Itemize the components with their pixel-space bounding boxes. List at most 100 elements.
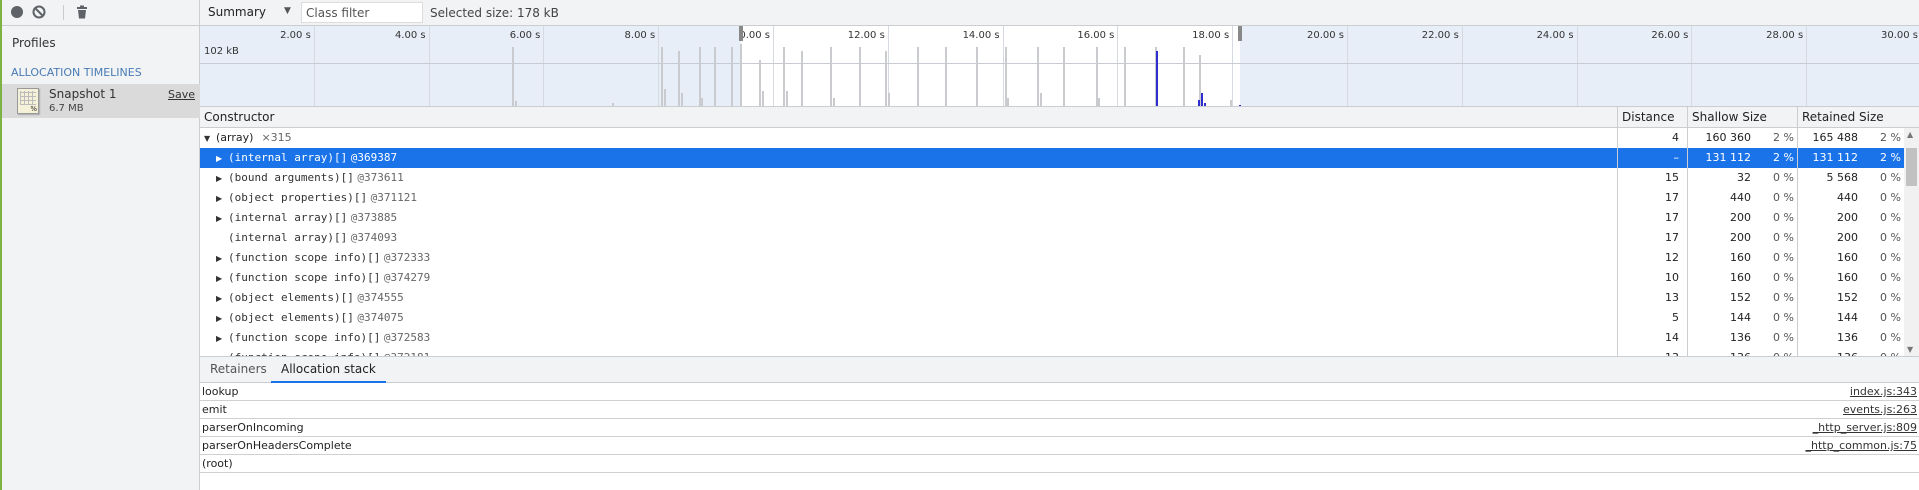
col-shallow-size[interactable]: Shallow Size — [1687, 107, 1797, 127]
expand-triangle-icon[interactable]: ▶ — [216, 174, 223, 183]
retained-pct: 2 % — [1880, 151, 1901, 164]
table-row[interactable]: ▶ (internal array)[] @373885 17 200 0 % 20… — [200, 208, 1919, 228]
tick-label: 28.00 s — [1766, 30, 1804, 41]
retained-size: 200 — [1837, 231, 1858, 244]
expand-triangle-icon[interactable]: ▶ — [216, 334, 223, 343]
allocation-bar — [916, 46, 919, 106]
scrollbar-thumb[interactable] — [1906, 148, 1917, 186]
grid-line — [1691, 26, 1693, 106]
shallow-pct: 0 % — [1773, 331, 1794, 344]
expanded-triangle-icon[interactable]: ▼ — [204, 134, 211, 143]
expand-triangle-icon[interactable]: ▶ — [216, 349, 228, 356]
retained-pct: 0 % — [1880, 211, 1901, 224]
col-retained-size[interactable]: Retained Size — [1797, 107, 1904, 127]
class-filter-input[interactable] — [301, 2, 423, 23]
allocation-bar — [1039, 93, 1042, 106]
table-row[interactable]: (internal array)[] @374093 17 200 0 % 200… — [200, 228, 1919, 248]
allocation-bar — [1199, 55, 1202, 106]
table-row[interactable]: ▶ (object properties)[] @371121 17 440 0 %… — [200, 188, 1919, 208]
record-icon[interactable] — [10, 5, 24, 19]
retained-pct: 0 % — [1880, 291, 1901, 304]
allocation-bar — [677, 51, 680, 106]
object-id: @372333 — [383, 251, 431, 264]
table-row[interactable]: ▶ (object elements)[] @374555 13 152 0 % 1… — [200, 288, 1919, 308]
toolbar: Summary ▼ Selected size: 178 kB — [200, 0, 1919, 26]
clear-icon[interactable] — [32, 5, 46, 19]
group-row[interactable]: ▼ (array) ×315 4 160 360 2 % 165 488 2 % — [200, 128, 1919, 148]
allocation-bar — [663, 89, 666, 106]
tab-allocation-stack[interactable]: Allocation stack — [271, 357, 386, 383]
col-distance[interactable]: Distance — [1617, 107, 1687, 127]
expand-triangle-icon[interactable]: ▶ — [216, 214, 223, 223]
source-link[interactable]: index.js:343 — [1849, 385, 1917, 398]
retained-pct: 0 % — [1880, 231, 1901, 244]
expand-triangle-icon[interactable]: ▶ — [216, 294, 223, 303]
allocation-bar — [661, 46, 664, 106]
retained-size: 136 — [1837, 348, 1868, 356]
selected-size: Selected size: 178 kB — [430, 6, 559, 20]
table-row[interactable]: ▶ (function scope info)[] @374279 10 160 0… — [200, 268, 1919, 288]
allocation-bar-selected — [1239, 104, 1242, 106]
source-link[interactable]: _http_server.js:809 — [1812, 421, 1917, 434]
stack-frame[interactable]: parserOnIncoming _http_server.js:809 — [200, 419, 1919, 437]
source-link[interactable]: events.js:263 — [1842, 403, 1917, 416]
table-row[interactable]: ▶ (function scope info)[] @372333 12 160 0… — [200, 248, 1919, 268]
grid-line — [1117, 26, 1119, 106]
allocation-bar — [785, 91, 788, 106]
stack-frame[interactable]: parserOnHeadersComplete _http_common.js:7… — [200, 437, 1919, 455]
object-name: (object elements)[] — [228, 291, 354, 304]
tab-retainers[interactable]: Retainers — [210, 362, 267, 376]
distance: 13 — [1617, 288, 1687, 308]
shallow-pct: 0 % — [1773, 231, 1794, 244]
object-id: @372181 — [384, 351, 430, 356]
allocation-bar — [1229, 99, 1232, 106]
table-row[interactable]: ▶ (function scope info)[] @372583 14 136 0… — [200, 328, 1919, 348]
allocation-bar-selected — [1156, 51, 1159, 106]
retained-size: 440 — [1837, 191, 1858, 204]
stack-frame[interactable]: (root) — [200, 455, 1919, 473]
dropdown-arrow-icon[interactable]: ▼ — [284, 6, 291, 16]
allocation-bar — [713, 46, 716, 106]
allocation-timeline[interactable]: 2.00 s 4.00 s 6.00 s 8.00 s 0.00 s 12.00 s 14.… — [200, 26, 1919, 107]
object-name: (function scope info)[] — [228, 351, 380, 356]
retained-size: 136 — [1837, 331, 1858, 344]
scroll-down-icon[interactable]: ▼ — [1907, 345, 1914, 354]
allocation-bar-selected — [1201, 93, 1204, 106]
tick-label: 18.00 s — [1192, 30, 1230, 41]
source-link[interactable]: _http_common.js:75 — [1805, 439, 1917, 452]
object-name: (internal array)[] — [228, 211, 348, 224]
table-row[interactable]: ▶ (object elements)[] @374075 5 144 0 % 14… — [200, 308, 1919, 328]
expand-triangle-icon[interactable]: ▶ — [216, 274, 223, 283]
selection-handle-left[interactable] — [738, 26, 743, 41]
col-constructor[interactable]: Constructor — [204, 110, 275, 124]
table-scrollbar[interactable]: ▲ ▼ — [1904, 128, 1919, 356]
expand-triangle-icon[interactable]: ▶ — [216, 154, 223, 163]
object-id: @371121 — [370, 191, 417, 204]
distance: 17 — [1617, 228, 1687, 248]
snapshot-size: 6.7 MB — [49, 103, 84, 114]
table-row[interactable]: ▶ (internal array)[] @369387 – 131 112 2 %… — [200, 148, 1919, 168]
tick-label: 8.00 s — [624, 30, 656, 41]
snapshot-item[interactable]: % Snapshot 1 6.7 MB Save — [2, 84, 200, 118]
expand-triangle-icon[interactable]: ▶ — [216, 254, 223, 263]
tick-label: 12.00 s — [847, 30, 885, 41]
snapshot-name: Snapshot 1 — [49, 87, 117, 101]
trash-icon[interactable] — [75, 5, 89, 19]
grid-line — [1002, 26, 1004, 106]
tick-label: 4.00 s — [394, 30, 426, 41]
expand-triangle-icon[interactable]: ▶ — [216, 194, 223, 203]
allocation-bar-selected — [1203, 103, 1206, 106]
expand-triangle-icon[interactable]: ▶ — [216, 314, 223, 323]
stack-frame[interactable]: emit events.js:263 — [200, 401, 1919, 419]
save-link[interactable]: Save — [167, 88, 195, 101]
distance: 5 — [1617, 308, 1687, 328]
table-row[interactable]: ▶(function scope info)[] @372181 13 1360… — [200, 348, 1919, 356]
distance: 4 — [1617, 128, 1687, 148]
scroll-up-icon[interactable]: ▲ — [1907, 130, 1914, 139]
shallow-size: 136 — [1730, 348, 1761, 356]
stack-frame[interactable]: lookup index.js:343 — [200, 383, 1919, 401]
view-select[interactable]: Summary — [208, 5, 266, 19]
selection-handle-right[interactable] — [1238, 26, 1243, 41]
object-id: @374075 — [357, 311, 404, 324]
table-row[interactable]: ▶ (bound arguments)[] @373611 15 32 0 % 5 … — [200, 168, 1919, 188]
